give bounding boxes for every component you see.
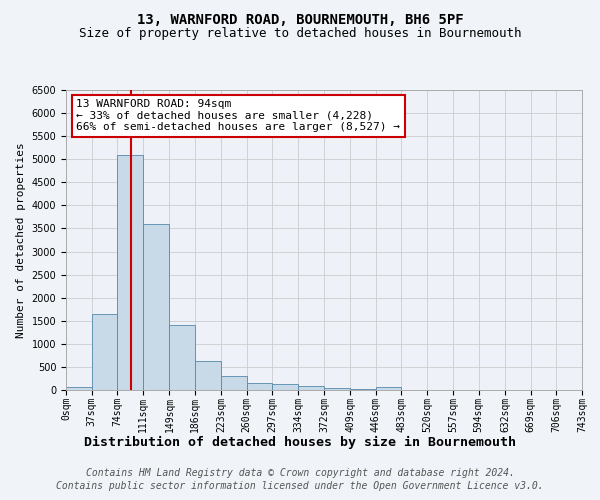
Bar bbox=[298, 386, 325, 390]
Text: 13 WARNFORD ROAD: 94sqm
← 33% of detached houses are smaller (4,228)
66% of semi: 13 WARNFORD ROAD: 94sqm ← 33% of detache… bbox=[76, 99, 400, 132]
Text: Size of property relative to detached houses in Bournemouth: Size of property relative to detached ho… bbox=[79, 28, 521, 40]
Bar bbox=[92, 314, 118, 390]
Y-axis label: Number of detached properties: Number of detached properties bbox=[16, 142, 26, 338]
Text: 13, WARNFORD ROAD, BOURNEMOUTH, BH6 5PF: 13, WARNFORD ROAD, BOURNEMOUTH, BH6 5PF bbox=[137, 12, 463, 26]
Bar bbox=[195, 362, 221, 390]
Bar bbox=[169, 326, 195, 390]
Bar bbox=[272, 384, 298, 390]
Bar bbox=[350, 388, 376, 390]
Bar bbox=[118, 154, 143, 390]
Bar bbox=[66, 386, 92, 390]
Bar bbox=[325, 388, 350, 390]
Bar bbox=[247, 383, 272, 390]
Bar bbox=[221, 376, 247, 390]
Text: Distribution of detached houses by size in Bournemouth: Distribution of detached houses by size … bbox=[84, 436, 516, 449]
Bar bbox=[143, 224, 169, 390]
Text: Contains HM Land Registry data © Crown copyright and database right 2024.: Contains HM Land Registry data © Crown c… bbox=[86, 468, 514, 477]
Bar bbox=[376, 388, 401, 390]
Text: Contains public sector information licensed under the Open Government Licence v3: Contains public sector information licen… bbox=[56, 481, 544, 491]
